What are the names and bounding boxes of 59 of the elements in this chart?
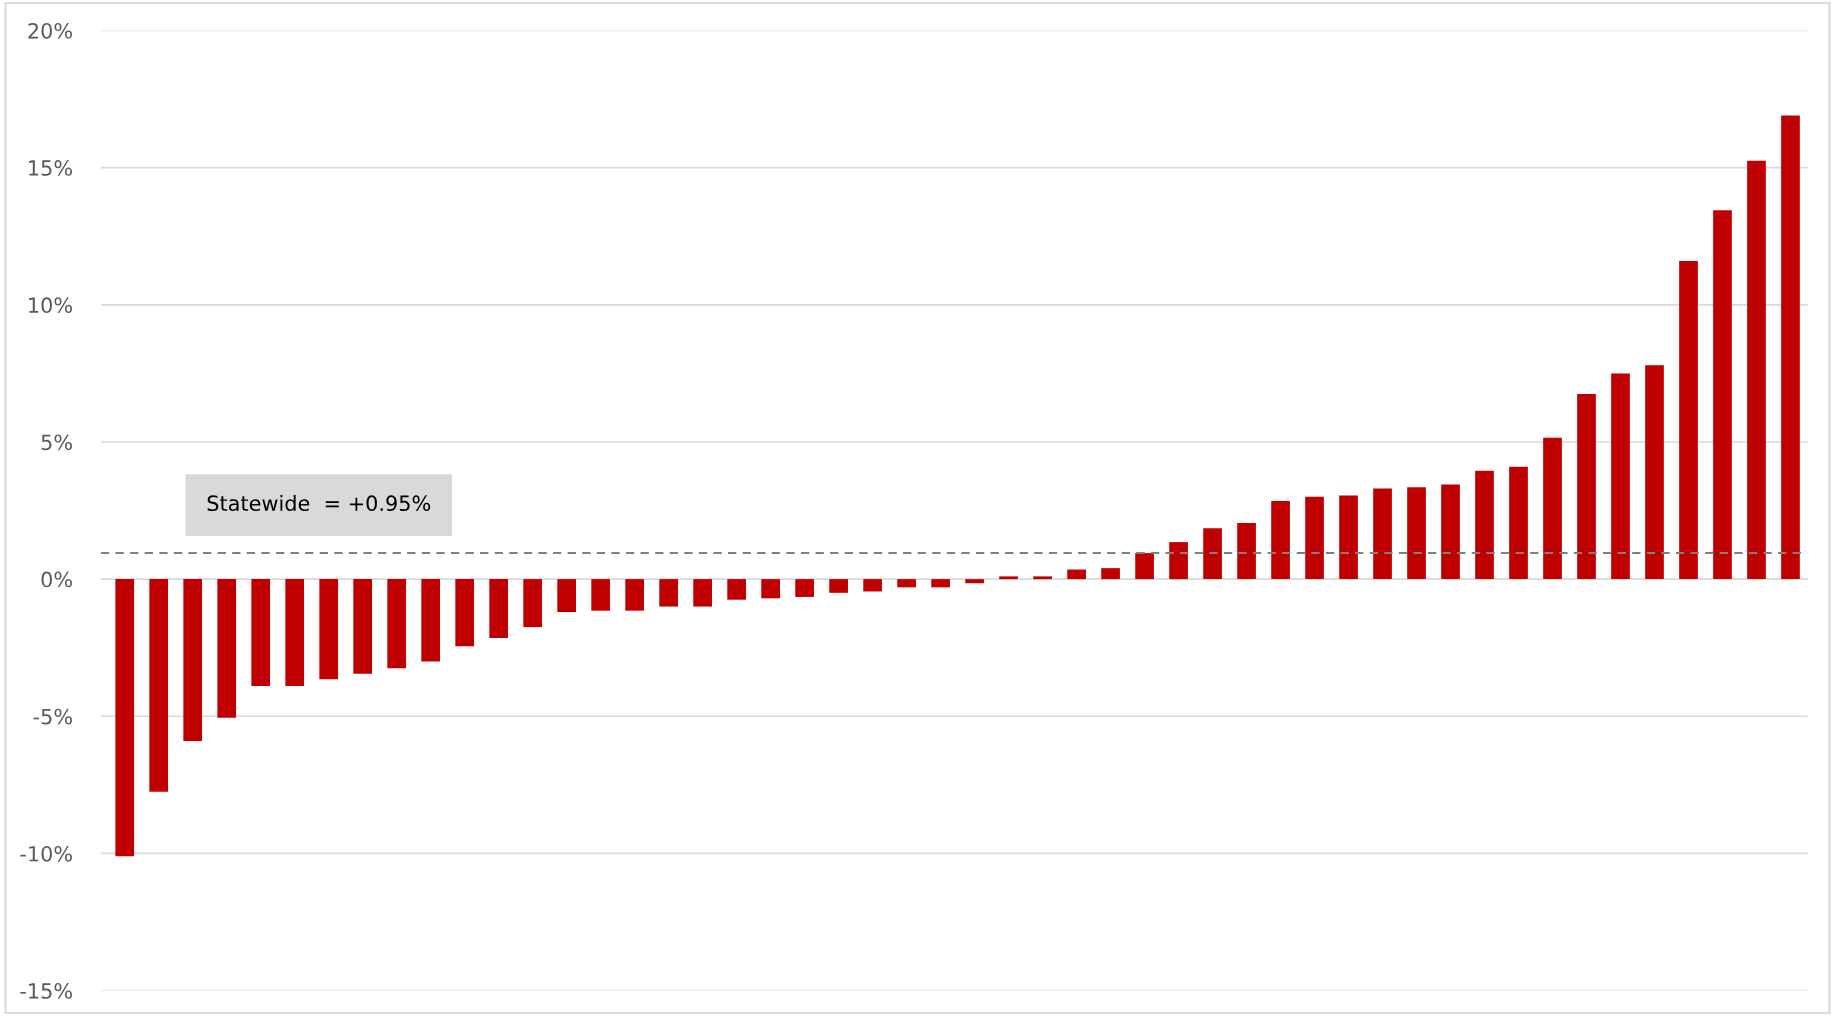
bar	[489, 579, 509, 639]
bar	[591, 579, 610, 611]
bar	[251, 579, 271, 687]
bar	[1475, 470, 1494, 580]
bar	[863, 579, 882, 592]
bar	[455, 579, 475, 647]
y-tick-label: 10%	[29, 297, 72, 314]
bar	[1373, 488, 1392, 580]
bar	[1611, 373, 1630, 580]
bar	[1679, 260, 1698, 580]
bar	[1441, 484, 1460, 580]
bar	[1339, 495, 1358, 580]
bar	[761, 579, 780, 599]
bar	[1747, 160, 1766, 580]
bar	[1237, 522, 1256, 580]
y-tick-label: 15%	[29, 160, 72, 176]
bar	[557, 579, 577, 613]
bar	[1577, 393, 1596, 580]
bar	[1645, 365, 1664, 580]
bar	[1305, 496, 1324, 580]
bar	[1271, 500, 1290, 580]
bar	[693, 579, 712, 607]
bar	[1203, 528, 1222, 580]
y-tick-label: 5%	[41, 434, 72, 451]
bar	[285, 579, 305, 687]
bar	[319, 579, 339, 680]
y-tick-label: 0%	[41, 571, 72, 588]
y-tick-label: -5%	[33, 708, 72, 725]
bar	[795, 579, 814, 597]
bar	[659, 579, 678, 607]
bar	[999, 576, 1018, 580]
y-tick-label: -15%	[20, 983, 72, 999]
bar	[523, 579, 543, 628]
bar	[353, 579, 373, 674]
ref-line-label: Statewide = +0.95%	[207, 494, 431, 512]
bar	[965, 579, 984, 584]
bar	[1713, 210, 1732, 580]
bar	[149, 579, 169, 792]
y-tick-label: 20%	[28, 22, 72, 39]
bar	[897, 579, 916, 588]
bar	[931, 579, 950, 588]
bar	[115, 579, 135, 857]
bar	[421, 579, 441, 662]
bar	[1509, 466, 1528, 580]
bar	[1781, 115, 1800, 580]
bar	[829, 579, 848, 593]
bar	[217, 579, 237, 718]
bar	[1101, 568, 1120, 580]
bar	[1407, 487, 1426, 580]
bar	[625, 579, 644, 611]
bar	[1067, 569, 1086, 580]
bar	[727, 579, 746, 600]
bar	[1033, 576, 1052, 580]
bar	[1169, 542, 1188, 580]
bar	[1543, 437, 1562, 580]
bar	[183, 579, 203, 741]
bar	[387, 579, 407, 669]
y-tick-label: -10%	[20, 845, 72, 862]
bar	[1135, 553, 1154, 580]
